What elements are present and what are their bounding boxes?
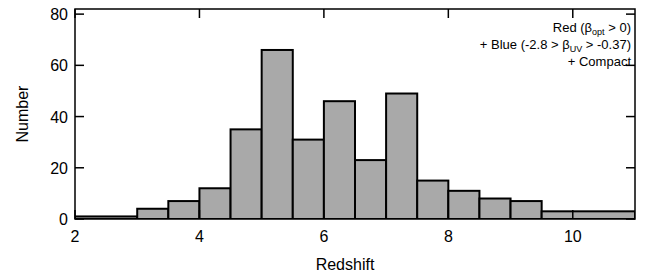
annotation-subscript: opt xyxy=(592,27,605,37)
x-axis-label: Redshift xyxy=(316,256,375,273)
y-tick xyxy=(75,167,84,169)
chart-container: 2 4 6 8 10 0 20 40 60 80 Redshift Number Red (βopt >… xyxy=(0,0,645,277)
histogram-bar xyxy=(386,94,417,219)
histogram-bar xyxy=(417,181,448,219)
x-tick xyxy=(199,210,201,219)
histogram-bar xyxy=(293,140,324,219)
annotation-text: > -0.37) xyxy=(582,37,631,52)
histogram-bar xyxy=(168,201,199,219)
annotation: + Blue (-2.8 > βUV > -0.37) xyxy=(480,37,631,54)
y-tick-right xyxy=(626,13,635,15)
y-tick-right xyxy=(626,116,635,118)
y-tick-label: 0 xyxy=(59,211,68,228)
y-tick xyxy=(75,218,84,220)
plot-frame xyxy=(75,9,635,219)
x-tick-top xyxy=(323,9,325,18)
histogram-bar xyxy=(479,199,510,219)
annotation-text: Red (β xyxy=(553,20,592,35)
x-tick-label: 4 xyxy=(195,228,204,245)
annotation-text: + Compact xyxy=(568,54,632,69)
histogram-bar xyxy=(262,50,293,219)
x-tick-top xyxy=(199,9,201,18)
y-tick xyxy=(75,116,84,118)
histogram-bar xyxy=(199,188,230,219)
histogram-bar xyxy=(355,160,386,219)
annotation: Red (βopt > 0) xyxy=(553,20,631,37)
y-tick-right xyxy=(626,218,635,220)
y-axis-label: Number xyxy=(14,85,31,143)
histogram-bar xyxy=(542,211,635,219)
annotation-subscript: UV xyxy=(570,44,583,54)
x-tick-label: 10 xyxy=(564,228,582,245)
histogram-bar xyxy=(137,209,168,219)
x-tick xyxy=(448,210,450,219)
histogram-bar xyxy=(324,101,355,219)
x-tick-top xyxy=(572,9,574,18)
y-tick-label: 40 xyxy=(50,109,68,126)
y-tick-label: 60 xyxy=(50,57,68,74)
x-tick-label: 6 xyxy=(319,228,328,245)
annotation-text: > 0) xyxy=(605,20,631,35)
x-tick-label: 2 xyxy=(71,228,80,245)
x-tick xyxy=(323,210,325,219)
histogram-bar xyxy=(231,129,262,219)
y-tick xyxy=(75,13,84,15)
y-tick-label: 20 xyxy=(50,160,68,177)
histogram-bar xyxy=(511,201,542,219)
x-tick xyxy=(74,210,76,219)
annotation: + Compact xyxy=(568,54,632,69)
histogram-chart: 2 4 6 8 10 0 20 40 60 80 Redshift Number Red (βopt >… xyxy=(0,0,645,277)
x-tick-label: 8 xyxy=(444,228,453,245)
y-tick-label: 80 xyxy=(50,6,68,23)
annotation-text: + Blue (-2.8 > β xyxy=(480,37,570,52)
x-tick xyxy=(572,210,574,219)
histogram-bar xyxy=(448,191,479,219)
y-tick xyxy=(75,65,84,67)
x-tick-top xyxy=(448,9,450,18)
bars xyxy=(75,50,635,219)
y-tick-right xyxy=(626,167,635,169)
